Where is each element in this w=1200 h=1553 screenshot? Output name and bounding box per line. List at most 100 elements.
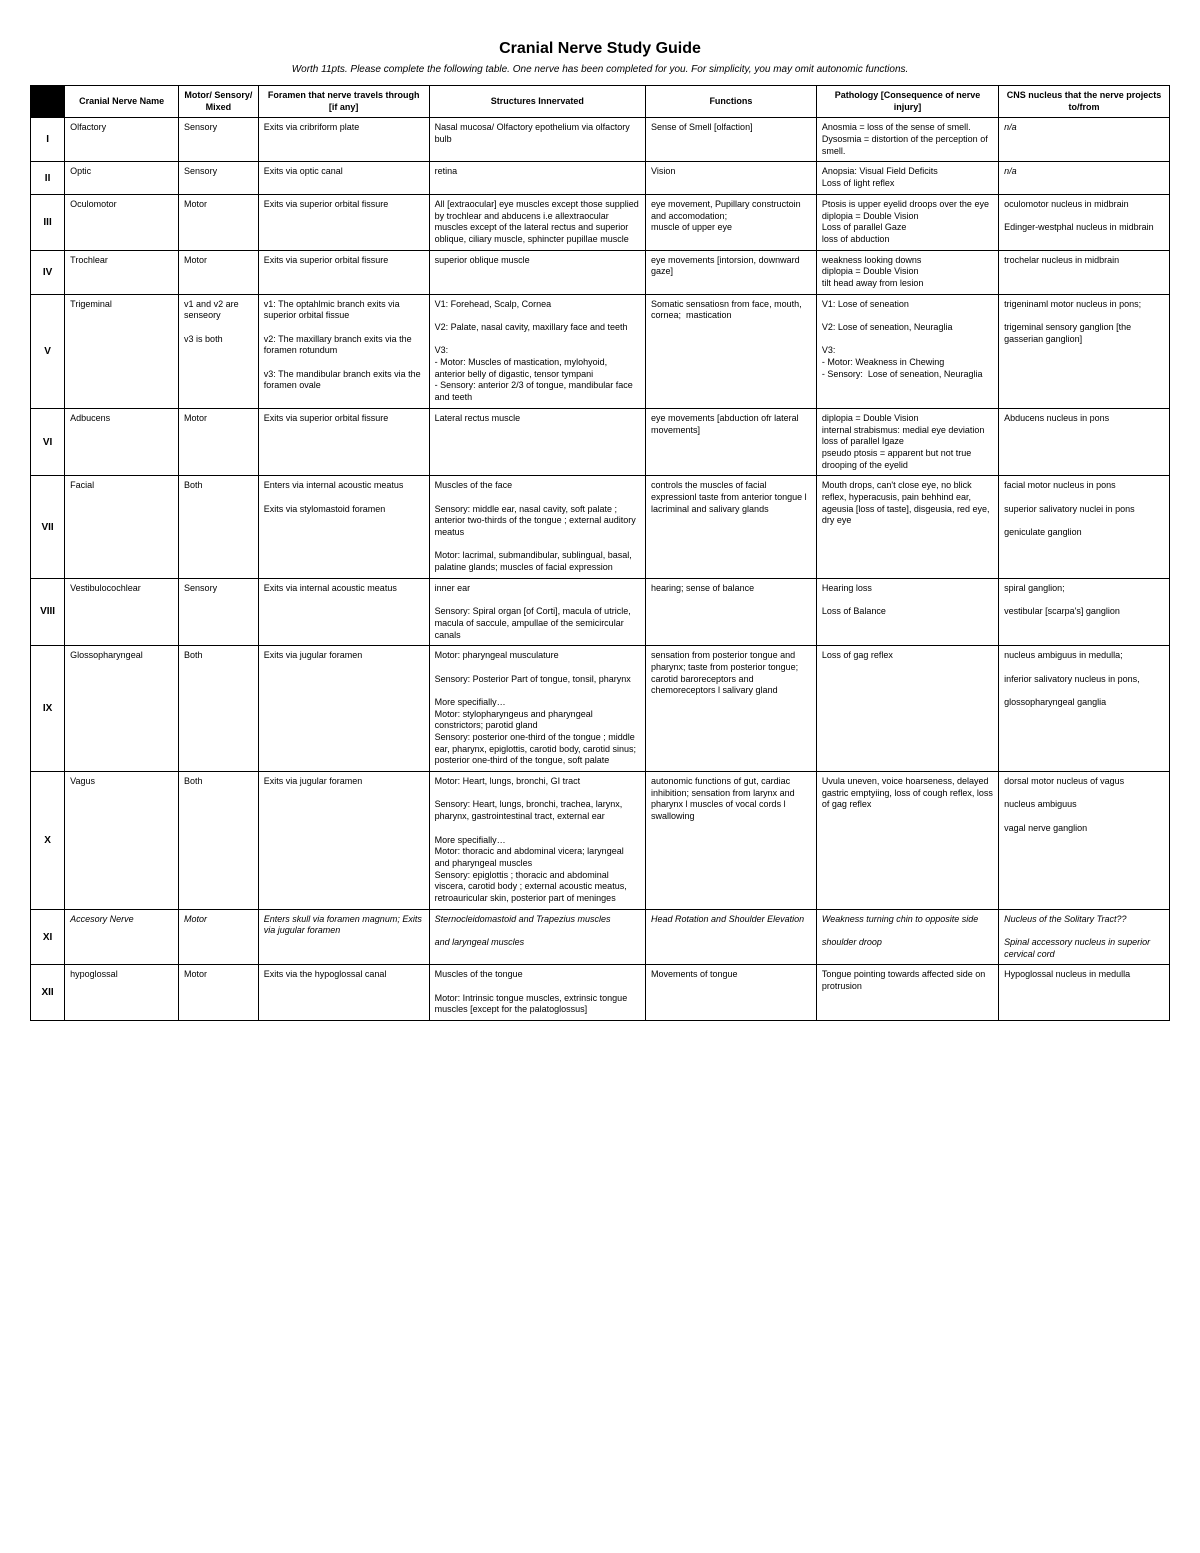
cell-name: Oculomotor <box>65 194 179 250</box>
table-row: VTrigeminalv1 and v2 are senseory v3 is … <box>31 294 1170 408</box>
table-row: XIIhypoglossalMotorExits via the hypoglo… <box>31 965 1170 1021</box>
cell-nucleus: n/a <box>999 162 1170 194</box>
cell-name: Accesory Nerve <box>65 909 179 965</box>
cell-nucleus: Hypoglossal nucleus in medulla <box>999 965 1170 1021</box>
cell-foramen: Exits via the hypoglossal canal <box>258 965 429 1021</box>
cell-type: Sensory <box>179 118 259 162</box>
cell-roman: II <box>31 162 65 194</box>
cell-type: Motor <box>179 408 259 475</box>
cell-structures: Muscles of the tongue Motor: Intrinsic t… <box>429 965 645 1021</box>
cell-nucleus: spiral ganglion; vestibular [scarpa's] g… <box>999 578 1170 645</box>
cell-functions: eye movements [abduction ofr lateral mov… <box>646 408 817 475</box>
cell-structures: Motor: pharyngeal musculature Sensory: P… <box>429 646 645 772</box>
cell-name: Trochlear <box>65 250 179 294</box>
cell-roman: IX <box>31 646 65 772</box>
table-row: IIOpticSensoryExits via optic canalretin… <box>31 162 1170 194</box>
cell-name: Vagus <box>65 772 179 910</box>
table-row: IXGlossopharyngealBothExits via jugular … <box>31 646 1170 772</box>
cell-structures: Nasal mucosa/ Olfactory epothelium via o… <box>429 118 645 162</box>
cell-name: Adbucens <box>65 408 179 475</box>
cell-nucleus: n/a <box>999 118 1170 162</box>
cell-structures: retina <box>429 162 645 194</box>
cell-roman: VIII <box>31 578 65 645</box>
cell-nucleus: oculomotor nucleus in midbrain Edinger-w… <box>999 194 1170 250</box>
cell-foramen: Exits via optic canal <box>258 162 429 194</box>
cell-foramen: Exits via internal acoustic meatus <box>258 578 429 645</box>
cell-functions: Head Rotation and Shoulder Elevation <box>646 909 817 965</box>
cell-name: hypoglossal <box>65 965 179 1021</box>
cell-nucleus: Abducens nucleus in pons <box>999 408 1170 475</box>
header-corner <box>31 86 65 118</box>
cell-type: Both <box>179 772 259 910</box>
cell-roman: X <box>31 772 65 910</box>
cell-functions: Movements of tongue <box>646 965 817 1021</box>
cell-nucleus: trochelar nucleus in midbrain <box>999 250 1170 294</box>
cranial-nerve-table: Cranial Nerve Name Motor/ Sensory/ Mixed… <box>30 85 1170 1021</box>
cell-nucleus: nucleus ambiguus in medulla; inferior sa… <box>999 646 1170 772</box>
table-row: IVTrochlearMotorExits via superior orbit… <box>31 250 1170 294</box>
cell-structures: Motor: Heart, lungs, bronchi, GI tract S… <box>429 772 645 910</box>
cell-functions: Sense of Smell [olfaction] <box>646 118 817 162</box>
table-row: IIIOculomotorMotorExits via superior orb… <box>31 194 1170 250</box>
cell-pathology: Uvula uneven, voice hoarseness, delayed … <box>816 772 998 910</box>
header-structures: Structures Innervated <box>429 86 645 118</box>
cell-type: Motor <box>179 194 259 250</box>
cell-foramen: Exits via superior orbital fissure <box>258 194 429 250</box>
cell-type: Sensory <box>179 578 259 645</box>
cell-type: Both <box>179 646 259 772</box>
header-name: Cranial Nerve Name <box>65 86 179 118</box>
cell-structures: inner ear Sensory: Spiral organ [of Cort… <box>429 578 645 645</box>
cell-roman: V <box>31 294 65 408</box>
cell-structures: V1: Forehead, Scalp, Cornea V2: Palate, … <box>429 294 645 408</box>
cell-nucleus: dorsal motor nucleus of vagus nucleus am… <box>999 772 1170 910</box>
cell-pathology: Mouth drops, can't close eye, no blick r… <box>816 476 998 579</box>
cell-name: Facial <box>65 476 179 579</box>
cell-structures: Lateral rectus muscle <box>429 408 645 475</box>
cell-pathology: diplopia = Double Vision internal strabi… <box>816 408 998 475</box>
cell-functions: eye movement, Pupillary constructoin and… <box>646 194 817 250</box>
cell-pathology: Hearing loss Loss of Balance <box>816 578 998 645</box>
cell-foramen: Exits via jugular foramen <box>258 772 429 910</box>
cell-name: Optic <box>65 162 179 194</box>
cell-pathology: Tongue pointing towards affected side on… <box>816 965 998 1021</box>
page-subtitle: Worth 11pts. Please complete the followi… <box>30 64 1170 75</box>
table-row: VIIIVestibulocochlearSensoryExits via in… <box>31 578 1170 645</box>
cell-type: v1 and v2 are senseory v3 is both <box>179 294 259 408</box>
cell-name: Glossopharyngeal <box>65 646 179 772</box>
cell-type: Motor <box>179 909 259 965</box>
cell-structures: All [extraocular] eye muscles except tho… <box>429 194 645 250</box>
header-functions: Functions <box>646 86 817 118</box>
cell-functions: sensation from posterior tongue and phar… <box>646 646 817 772</box>
cell-foramen: Exits via superior orbital fissure <box>258 250 429 294</box>
cell-roman: XII <box>31 965 65 1021</box>
cell-structures: superior oblique muscle <box>429 250 645 294</box>
cell-roman: IV <box>31 250 65 294</box>
cell-functions: autonomic functions of gut, cardiac inhi… <box>646 772 817 910</box>
cell-roman: XI <box>31 909 65 965</box>
cell-nucleus: Nucleus of the Solitary Tract?? Spinal a… <box>999 909 1170 965</box>
cell-foramen: Exits via superior orbital fissure <box>258 408 429 475</box>
cell-functions: hearing; sense of balance <box>646 578 817 645</box>
table-header-row: Cranial Nerve Name Motor/ Sensory/ Mixed… <box>31 86 1170 118</box>
cell-functions: Vision <box>646 162 817 194</box>
table-row: XVagusBothExits via jugular foramenMotor… <box>31 772 1170 910</box>
cell-name: Olfactory <box>65 118 179 162</box>
table-row: VIAdbucensMotorExits via superior orbita… <box>31 408 1170 475</box>
cell-roman: III <box>31 194 65 250</box>
cell-functions: eye movements [intorsion, downward gaze] <box>646 250 817 294</box>
cell-roman: I <box>31 118 65 162</box>
cell-type: Sensory <box>179 162 259 194</box>
cell-pathology: Ptosis is upper eyelid droops over the e… <box>816 194 998 250</box>
cell-functions: controls the muscles of facial expressio… <box>646 476 817 579</box>
cell-name: Trigeminal <box>65 294 179 408</box>
cell-pathology: weakness looking downs diplopia = Double… <box>816 250 998 294</box>
cell-name: Vestibulocochlear <box>65 578 179 645</box>
page-title: Cranial Nerve Study Guide <box>30 40 1170 58</box>
cell-nucleus: facial motor nucleus in pons superior sa… <box>999 476 1170 579</box>
cell-foramen: Enters via internal acoustic meatus Exit… <box>258 476 429 579</box>
cell-type: Both <box>179 476 259 579</box>
cell-foramen: Enters skull via foramen magnum; Exits v… <box>258 909 429 965</box>
cell-functions: Somatic sensatiosn from face, mouth, cor… <box>646 294 817 408</box>
cell-pathology: V1: Lose of seneation V2: Lose of seneat… <box>816 294 998 408</box>
cell-pathology: Loss of gag reflex <box>816 646 998 772</box>
